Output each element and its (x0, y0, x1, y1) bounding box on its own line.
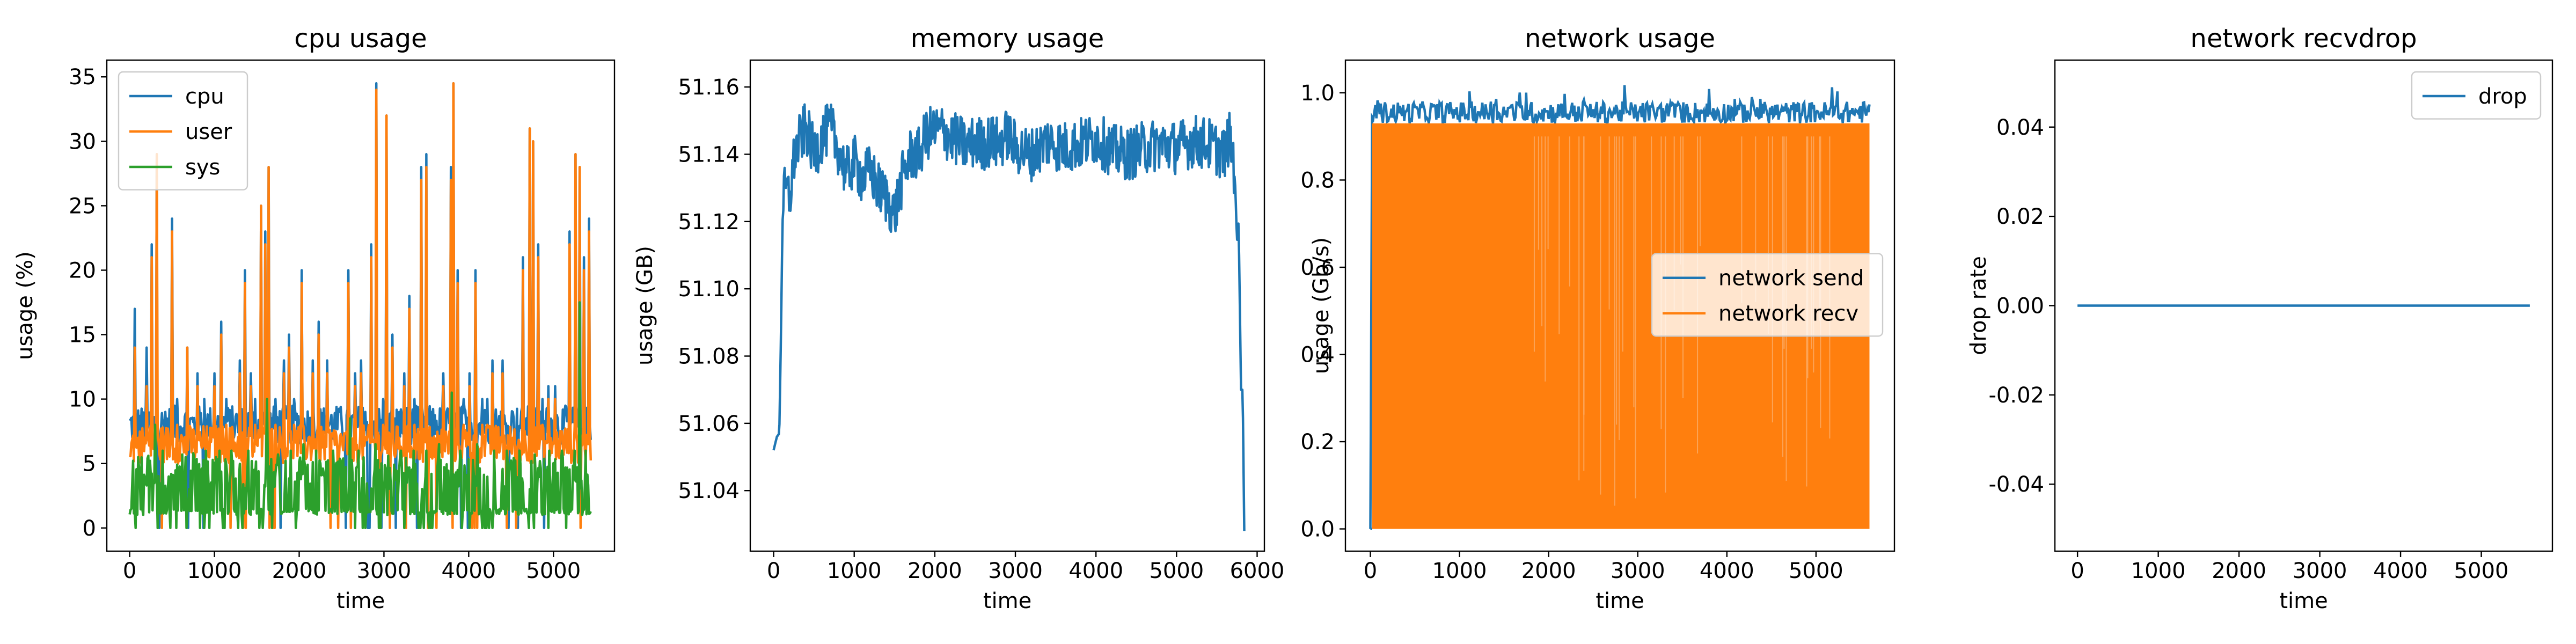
x-tick-label: 1000 (187, 559, 242, 583)
x-tick-label: 3000 (1611, 559, 1665, 583)
y-tick-label: 0.6 (1300, 255, 1335, 280)
legend: network send network recv (1651, 253, 1884, 337)
y-tick-label: 0.4 (1300, 343, 1335, 368)
y-tick-label: 0.2 (1300, 430, 1335, 455)
x-tick-label: 5000 (2454, 559, 2509, 583)
legend-label: user (185, 120, 232, 144)
y-tick-label: 20 (69, 258, 96, 283)
series-line-user (129, 82, 592, 530)
x-tick-label: 0 (767, 559, 780, 583)
y-tick-label: 10 (69, 387, 96, 412)
chart-panel-4: 0 1000 2000 3000 4000 5000 -0.04 -0.02 0.00 0.02 0… (1966, 24, 2553, 613)
legend-label: network recv (1718, 302, 1858, 326)
legend-label: cpu (185, 84, 224, 109)
x-tick-label: 0 (2070, 559, 2084, 583)
x-tick-label: 1000 (827, 559, 882, 583)
chart-title: network recvdrop (2190, 24, 2417, 54)
legend-frame (2411, 71, 2542, 120)
x-tick-label: 3000 (357, 559, 412, 583)
y-tick-label: 0 (83, 516, 96, 541)
x-tick-label: 3000 (2293, 559, 2347, 583)
y-tick-label: 1.0 (1300, 81, 1335, 106)
x-tick-label: 2000 (908, 559, 962, 583)
y-tick-label: 51.08 (678, 345, 740, 369)
x-axis-label: time (336, 589, 385, 613)
y-tick-label: 5 (83, 452, 96, 477)
axes-frame (749, 59, 1265, 552)
x-tick-label: 2000 (272, 559, 327, 583)
chart-panel-3: 0 1000 2000 3000 4000 5000 0.0 0.2 0.4 0.6 0.8 1.0 n… (1300, 24, 1896, 613)
y-tick-label: 0.8 (1300, 168, 1335, 193)
y-tick-label: 15 (69, 323, 96, 348)
plot-area (772, 103, 1246, 531)
chart-panel-1: 0 1000 2000 3000 4000 5000 0 5 10 15 20 25 30 35 cpu u… (13, 24, 616, 613)
x-tick-label: 5000 (1149, 559, 1204, 583)
y-tick-label: 51.06 (678, 412, 740, 436)
y-tick-label: 30 (69, 129, 96, 154)
legend-frame (1651, 253, 1884, 337)
y-tick-label: 35 (69, 65, 96, 90)
x-tick-label: 2000 (1521, 559, 1576, 583)
series-line-network-send (1369, 85, 1871, 529)
chart-title: network usage (1525, 24, 1715, 54)
x-tick-label: 0 (123, 559, 136, 583)
x-tick-label: 5000 (1789, 559, 1843, 583)
chart-title: memory usage (911, 24, 1104, 54)
x-tick-label: 6000 (1230, 559, 1285, 583)
x-tick-label: 3000 (988, 559, 1043, 583)
chart-title: cpu usage (294, 24, 427, 54)
legend-label: drop (2478, 84, 2527, 109)
x-tick-label: 4000 (2373, 559, 2428, 583)
y-tick-label: 51.10 (678, 277, 740, 302)
y-tick-label: 0.00 (1996, 294, 2044, 319)
x-axis-label: time (2279, 589, 2328, 613)
legend-label: sys (185, 155, 220, 180)
y-tick-label: 0.04 (1996, 115, 2044, 140)
x-tick-label: 1000 (1432, 559, 1487, 583)
y-tick-label: 51.04 (678, 479, 740, 503)
series-line-sys (128, 301, 592, 530)
y-tick-label: 0.0 (1300, 517, 1335, 542)
x-axis-label: time (983, 589, 1031, 613)
legend-label: network send (1718, 266, 1864, 291)
y-tick-label: 51.16 (678, 75, 740, 100)
x-tick-label: 4000 (441, 559, 496, 583)
y-tick-label: 25 (69, 194, 96, 218)
x-tick-label: 1000 (2131, 559, 2186, 583)
legend: drop (2411, 71, 2542, 120)
x-tick-label: 5000 (526, 559, 581, 583)
x-tick-label: 0 (1364, 559, 1377, 583)
axes-frame (106, 59, 616, 552)
axes-frame (1344, 59, 1896, 552)
x-tick-label: 4000 (1069, 559, 1123, 583)
y-tick-label: 51.12 (678, 210, 740, 235)
y-tick-label: -0.04 (1989, 472, 2045, 497)
y-axis-label: drop rate (1966, 256, 1991, 355)
y-tick-label: 0.02 (1996, 204, 2044, 229)
x-tick-label: 4000 (1700, 559, 1754, 583)
series-line-memory (772, 103, 1246, 531)
x-tick-label: 2000 (2212, 559, 2266, 583)
legend-frame (118, 71, 248, 191)
y-tick-label: 51.14 (678, 142, 740, 167)
y-axis-label: usage (Gb/s) (1309, 237, 1334, 374)
y-axis-label: usage (GB) (633, 246, 657, 365)
legend: cpu user sys (118, 71, 248, 191)
y-axis-label: usage (%) (13, 251, 38, 360)
plot-area (128, 82, 592, 530)
chart-panel-2: 0 1000 2000 3000 4000 5000 6000 51.04 51.06 51.08… (633, 24, 1284, 613)
y-tick-label: -0.02 (1989, 383, 2045, 408)
x-axis-label: time (1596, 589, 1644, 613)
